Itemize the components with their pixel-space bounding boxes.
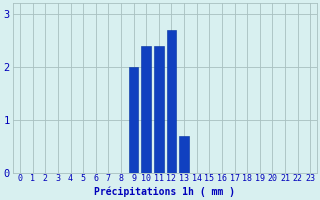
X-axis label: Précipitations 1h ( mm ): Précipitations 1h ( mm ) xyxy=(94,186,235,197)
Bar xyxy=(129,67,138,173)
Bar xyxy=(167,30,176,173)
Bar xyxy=(141,46,151,173)
Bar xyxy=(154,46,164,173)
Bar xyxy=(179,136,189,173)
